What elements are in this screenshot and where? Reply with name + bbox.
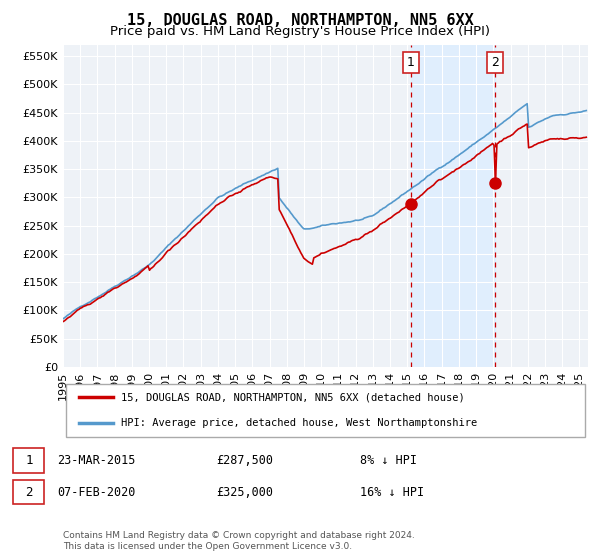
Text: 2: 2 <box>491 56 499 69</box>
Text: 15, DOUGLAS ROAD, NORTHAMPTON, NN5 6XX (detached house): 15, DOUGLAS ROAD, NORTHAMPTON, NN5 6XX (… <box>121 392 464 402</box>
Text: Price paid vs. HM Land Registry's House Price Index (HPI): Price paid vs. HM Land Registry's House … <box>110 25 490 38</box>
Text: 15, DOUGLAS ROAD, NORTHAMPTON, NN5 6XX: 15, DOUGLAS ROAD, NORTHAMPTON, NN5 6XX <box>127 13 473 28</box>
Text: 8% ↓ HPI: 8% ↓ HPI <box>360 454 417 467</box>
Bar <box>13 449 44 473</box>
Text: 1: 1 <box>25 454 32 467</box>
Text: HPI: Average price, detached house, West Northamptonshire: HPI: Average price, detached house, West… <box>121 418 477 428</box>
Bar <box>411 45 495 367</box>
Text: 23-MAR-2015: 23-MAR-2015 <box>57 454 136 467</box>
Text: 1: 1 <box>407 56 415 69</box>
Text: £325,000: £325,000 <box>216 486 273 499</box>
Text: 2: 2 <box>25 486 32 499</box>
Text: £287,500: £287,500 <box>216 454 273 467</box>
Text: 07-FEB-2020: 07-FEB-2020 <box>57 486 136 499</box>
Text: This data is licensed under the Open Government Licence v3.0.: This data is licensed under the Open Gov… <box>63 542 352 550</box>
Text: 16% ↓ HPI: 16% ↓ HPI <box>360 486 424 499</box>
Text: Contains HM Land Registry data © Crown copyright and database right 2024.: Contains HM Land Registry data © Crown c… <box>63 531 415 540</box>
Bar <box>13 480 44 505</box>
